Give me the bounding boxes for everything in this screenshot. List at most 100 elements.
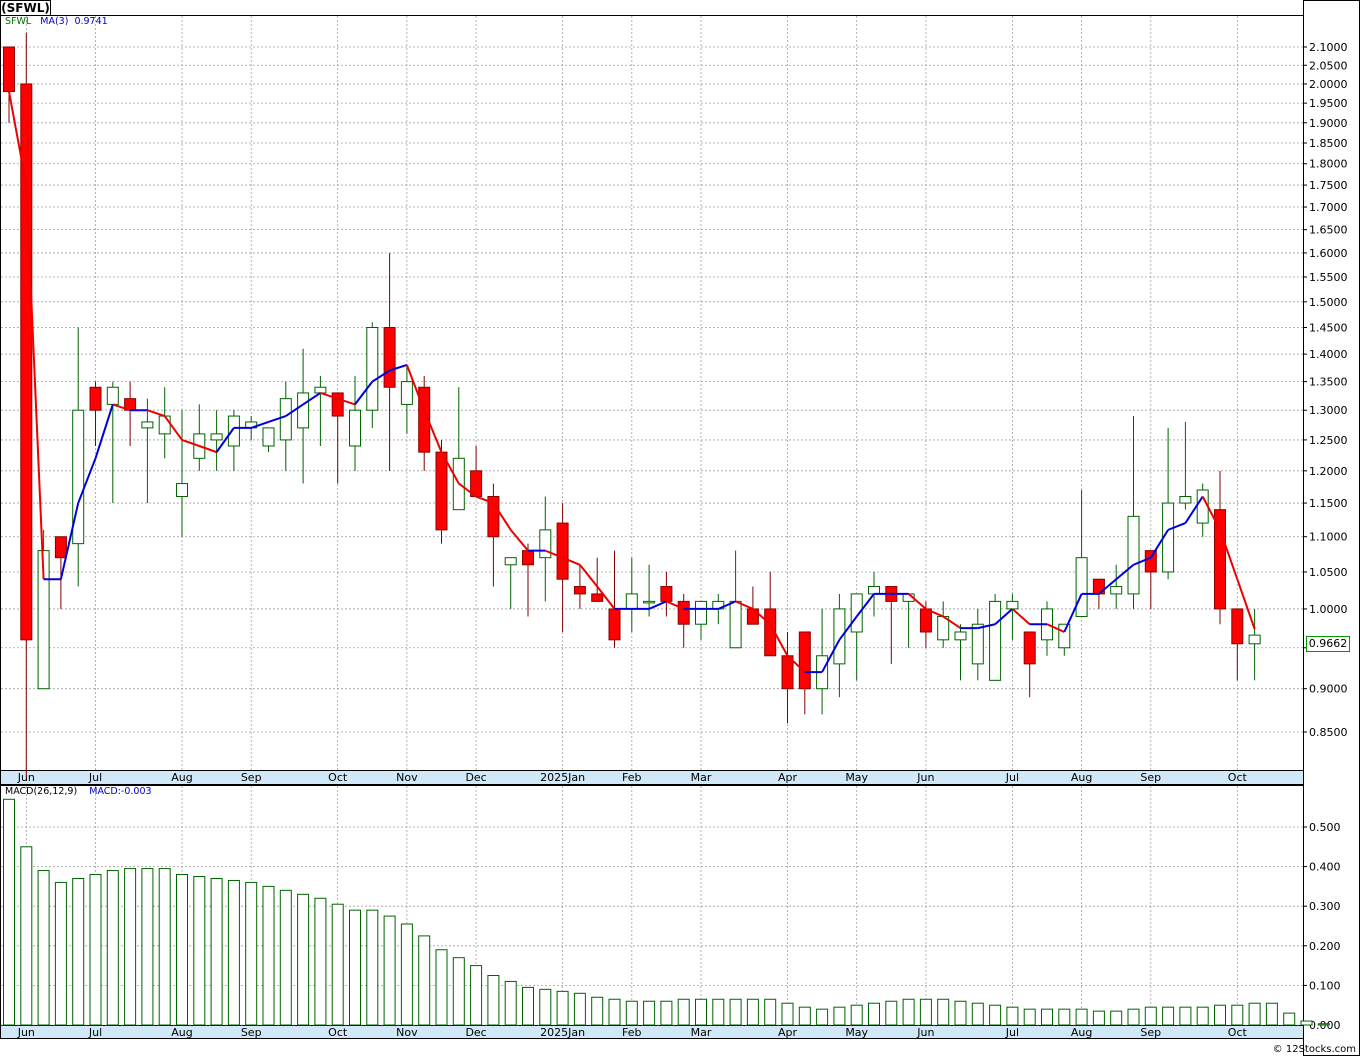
candle-body [72, 409, 85, 545]
candle-body [89, 386, 102, 411]
macd-x-tick-label: 2025Jan [540, 1026, 585, 1039]
macd-bar [729, 998, 742, 1026]
ma-segment [337, 397, 356, 406]
candle-body [643, 600, 656, 604]
price-x-tick-label: Apr [778, 771, 798, 784]
ma-segment [1201, 496, 1221, 531]
ma-segment [666, 600, 685, 610]
ma-segment [147, 409, 166, 418]
ma-segment [181, 438, 200, 447]
candle-body [729, 600, 742, 649]
macd-label: MACD(26,12,9) [5, 786, 78, 797]
macd-bar [695, 998, 707, 1026]
macd-bar [643, 1000, 656, 1026]
macd-bar [1214, 1004, 1226, 1026]
macd-x-tick-label: Jul [88, 1026, 102, 1039]
candle-body [522, 550, 534, 566]
ma-segment [405, 364, 426, 411]
macd-bar [400, 923, 413, 1026]
macd-bar [833, 1006, 846, 1026]
price-tick-label: 1.8500 [1309, 137, 1348, 150]
price-tick-label: 2.0500 [1309, 59, 1348, 72]
macd-x-tick-label: Oct [1228, 1026, 1248, 1039]
candle-body [1127, 515, 1140, 595]
ma-segment [250, 421, 269, 429]
macd-bar [591, 996, 604, 1026]
ma-segment [1098, 578, 1117, 595]
price-x-tick-label: Jul [1005, 771, 1019, 784]
macd-x-tick-label: Jun [17, 1026, 35, 1039]
macd-x-tick-label: Sep [1140, 1026, 1161, 1039]
ma-segment [544, 549, 563, 559]
price-tick-label: 1.7500 [1309, 179, 1348, 192]
ma-segment [977, 623, 996, 630]
ma-segment [1167, 522, 1186, 531]
candle-body [677, 600, 690, 625]
price-tick-label: 1.2500 [1309, 434, 1348, 447]
macd-bar [452, 957, 465, 1026]
macd-bar [124, 868, 137, 1026]
candle-body [1196, 489, 1209, 524]
price-tick-label: 2.0000 [1309, 78, 1348, 91]
candle-body [573, 586, 586, 595]
candle-body [3, 46, 15, 93]
macd-bar [1006, 1006, 1019, 1026]
ma-segment [440, 451, 460, 485]
macd-bar [677, 998, 690, 1026]
price-tick-label: 1.3500 [1309, 376, 1348, 389]
macd-tick-label: 0.400 [1309, 861, 1341, 874]
legend-ma-label: MA(3) [40, 16, 69, 27]
price-tick-label: 2.1000 [1309, 41, 1348, 54]
macd-bar [919, 998, 932, 1026]
macd-bar [331, 903, 344, 1026]
macd-bar [989, 1004, 1002, 1026]
candle-body [833, 608, 846, 665]
price-tick-label: 1.8000 [1309, 158, 1348, 171]
ma-segment [320, 391, 339, 400]
ma-segment [596, 585, 616, 610]
price-tick-label: 1.1000 [1309, 531, 1348, 544]
macd-bar [141, 868, 154, 1026]
candle-body [279, 398, 292, 441]
ma-segment [59, 502, 80, 580]
macd-bar [816, 1008, 829, 1026]
candle-body [297, 392, 310, 429]
price-tick-label: 0.9000 [1309, 683, 1348, 696]
ma-segment [389, 364, 408, 372]
candle-body [1248, 634, 1261, 645]
macd-bar [20, 846, 33, 1026]
watermark: © 12Stocks.com [1272, 1044, 1356, 1055]
macd-bar [314, 897, 327, 1026]
price-x-tick-label: 2025Jan [540, 771, 585, 784]
ma-segment [492, 502, 512, 531]
candle-body [54, 536, 67, 559]
price-plot-frame [0, 15, 1304, 771]
candle-body [1006, 600, 1019, 610]
ma-segment [215, 427, 235, 453]
macd-bar [954, 1000, 967, 1026]
candle-body [556, 522, 569, 580]
candle-body [400, 381, 413, 405]
macd-bar [971, 1002, 984, 1026]
candle-body [176, 483, 188, 498]
macd-x-tick-label: Sep [241, 1026, 262, 1039]
candle-body [954, 631, 967, 641]
macd-bar [1041, 1008, 1053, 1026]
chart-title: (SFWL) [0, 0, 51, 16]
macd-x-tick-label: Aug [171, 1026, 192, 1039]
macd-bar [470, 965, 483, 1026]
macd-x-tick-label: Jun [916, 1026, 934, 1039]
price-tick-label: 1.9500 [1309, 97, 1348, 110]
macd-tick-label: 0.500 [1309, 821, 1341, 834]
ma-segment [907, 593, 927, 610]
candle-body [141, 421, 154, 429]
ma-segment [942, 615, 962, 629]
price-tick-label: 1.6000 [1309, 247, 1348, 260]
macd-x-tick-label: Jul [1005, 1026, 1019, 1039]
macd-x-tick-label: Aug [1071, 1026, 1092, 1039]
macd-bar [1283, 1012, 1296, 1026]
candle-body [1214, 509, 1226, 610]
macd-bar [1231, 1004, 1244, 1026]
macd-bar [176, 874, 188, 1026]
macd-x-tick-label: May [845, 1026, 868, 1039]
